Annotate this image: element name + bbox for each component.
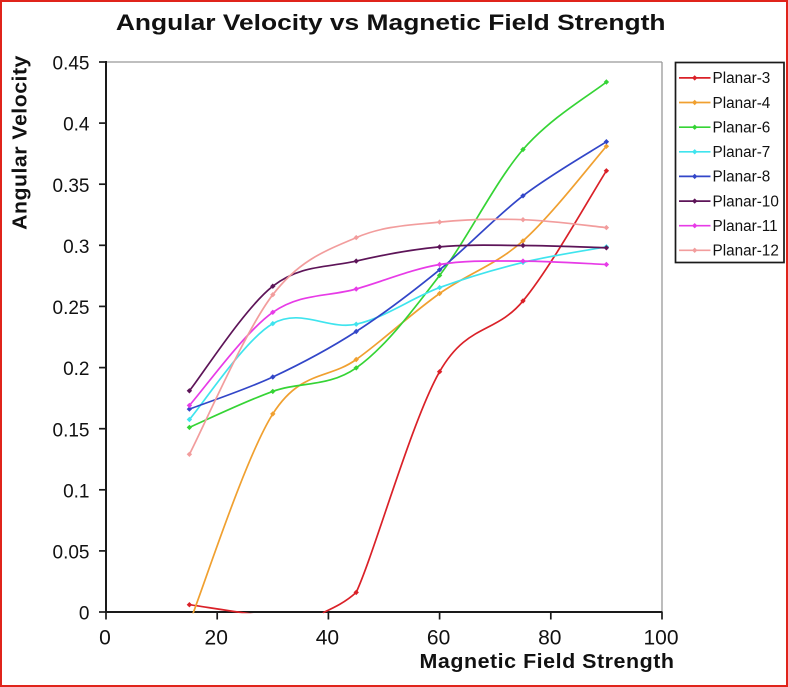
- svg-text:0.1: 0.1: [63, 481, 89, 502]
- svg-text:Planar-11: Planar-11: [713, 218, 778, 235]
- svg-text:Planar-3: Planar-3: [713, 70, 771, 87]
- svg-text:0.25: 0.25: [53, 298, 90, 319]
- svg-text:0.3: 0.3: [63, 237, 89, 258]
- svg-text:0.05: 0.05: [53, 543, 90, 564]
- svg-text:0.45: 0.45: [53, 54, 90, 75]
- svg-text:60: 60: [427, 627, 450, 650]
- svg-text:Magnetic Field Strength: Magnetic Field Strength: [420, 650, 675, 672]
- svg-text:Planar-12: Planar-12: [713, 243, 779, 260]
- svg-text:Planar-4: Planar-4: [713, 95, 771, 112]
- svg-text:Planar-8: Planar-8: [713, 169, 771, 186]
- svg-text:0.15: 0.15: [53, 420, 90, 441]
- svg-text:80: 80: [538, 627, 561, 650]
- svg-text:0: 0: [79, 604, 90, 625]
- svg-text:Planar-10: Planar-10: [713, 193, 779, 210]
- svg-text:20: 20: [205, 627, 228, 650]
- svg-text:0.4: 0.4: [63, 115, 90, 136]
- svg-text:100: 100: [643, 627, 678, 650]
- svg-text:0.2: 0.2: [63, 359, 89, 380]
- svg-text:Angular Velocity vs Magnetic F: Angular Velocity vs Magnetic Field Stren…: [116, 11, 666, 35]
- svg-text:Planar-6: Planar-6: [713, 120, 771, 137]
- svg-text:40: 40: [316, 627, 339, 650]
- svg-text:0: 0: [99, 627, 111, 650]
- svg-text:0.35: 0.35: [53, 176, 90, 197]
- svg-text:Angular Velocity: Angular Velocity: [9, 55, 32, 230]
- svg-text:Planar-7: Planar-7: [713, 144, 771, 161]
